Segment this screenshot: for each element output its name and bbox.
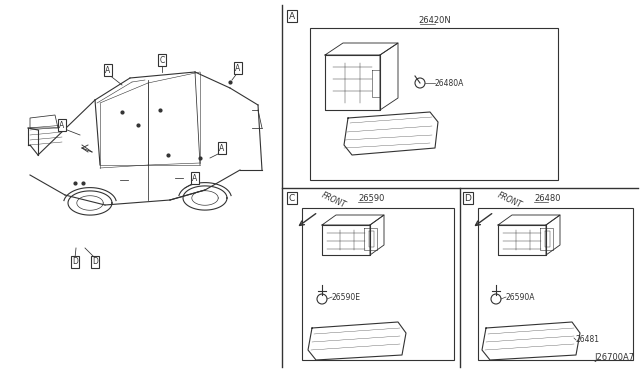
Bar bbox=[478, 208, 633, 360]
Text: 26480A: 26480A bbox=[435, 78, 465, 87]
Text: A: A bbox=[289, 12, 295, 20]
Text: FRONT: FRONT bbox=[496, 191, 524, 210]
Text: 26590: 26590 bbox=[359, 193, 385, 202]
Text: A: A bbox=[193, 173, 198, 183]
Text: C: C bbox=[159, 55, 164, 64]
Text: D: D bbox=[92, 257, 98, 266]
Text: 26590A: 26590A bbox=[506, 292, 536, 301]
Text: J26700A7: J26700A7 bbox=[595, 353, 635, 362]
Text: D: D bbox=[72, 257, 78, 266]
Text: A: A bbox=[236, 64, 241, 73]
Bar bbox=[310, 28, 558, 180]
Text: A: A bbox=[60, 121, 65, 129]
Text: C: C bbox=[289, 193, 295, 202]
Text: 26480: 26480 bbox=[535, 193, 561, 202]
Text: 26590E: 26590E bbox=[332, 292, 361, 301]
Text: A: A bbox=[106, 65, 111, 74]
Text: 26481: 26481 bbox=[576, 336, 600, 344]
Text: 26420N: 26420N bbox=[419, 16, 451, 25]
Text: FRONT: FRONT bbox=[320, 191, 348, 210]
Text: D: D bbox=[465, 193, 472, 202]
Text: A: A bbox=[220, 144, 225, 153]
Bar bbox=[302, 208, 454, 360]
